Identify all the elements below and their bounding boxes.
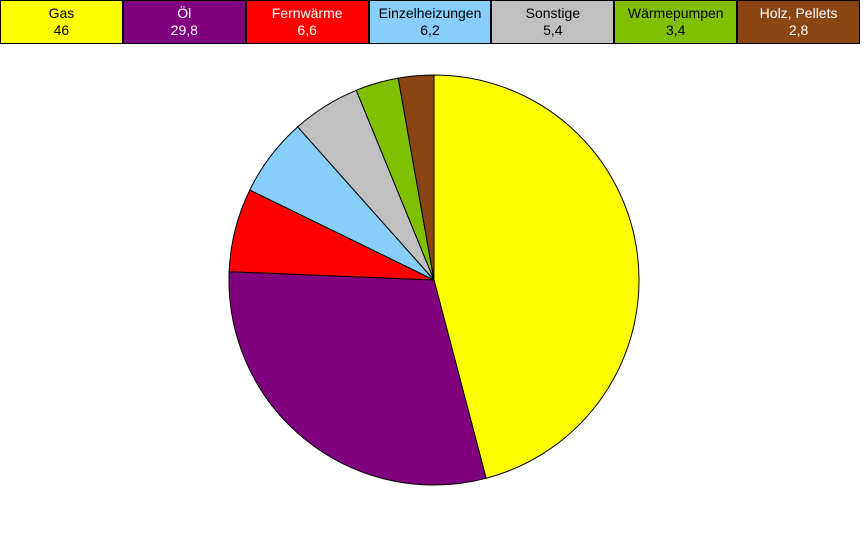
legend-label: Öl xyxy=(126,5,243,22)
legend-value: 6,2 xyxy=(372,22,489,39)
legend-item-2: Fernwärme6,6 xyxy=(246,0,369,44)
pie-chart xyxy=(184,55,684,515)
legend: Gas46Öl29,8Fernwärme6,6Einzelheizungen6,… xyxy=(0,0,860,44)
legend-label: Fernwärme xyxy=(249,5,366,22)
legend-value: 29,8 xyxy=(126,22,243,39)
legend-item-5: Wärmepumpen3,4 xyxy=(614,0,737,44)
legend-label: Gas xyxy=(3,5,120,22)
legend-label: Einzelheizungen xyxy=(372,5,489,22)
legend-value: 2,8 xyxy=(740,22,857,39)
legend-item-4: Sonstige5,4 xyxy=(491,0,614,44)
legend-value: 3,4 xyxy=(617,22,734,39)
legend-item-0: Gas46 xyxy=(0,0,123,44)
legend-item-3: Einzelheizungen6,2 xyxy=(369,0,492,44)
legend-value: 46 xyxy=(3,22,120,39)
legend-label: Holz, Pellets xyxy=(740,5,857,22)
legend-value: 5,4 xyxy=(494,22,611,39)
legend-item-6: Holz, Pellets2,8 xyxy=(737,0,860,44)
pie-chart-container xyxy=(0,55,867,533)
legend-label: Sonstige xyxy=(494,5,611,22)
legend-value: 6,6 xyxy=(249,22,366,39)
legend-item-1: Öl29,8 xyxy=(123,0,246,44)
legend-label: Wärmepumpen xyxy=(617,5,734,22)
